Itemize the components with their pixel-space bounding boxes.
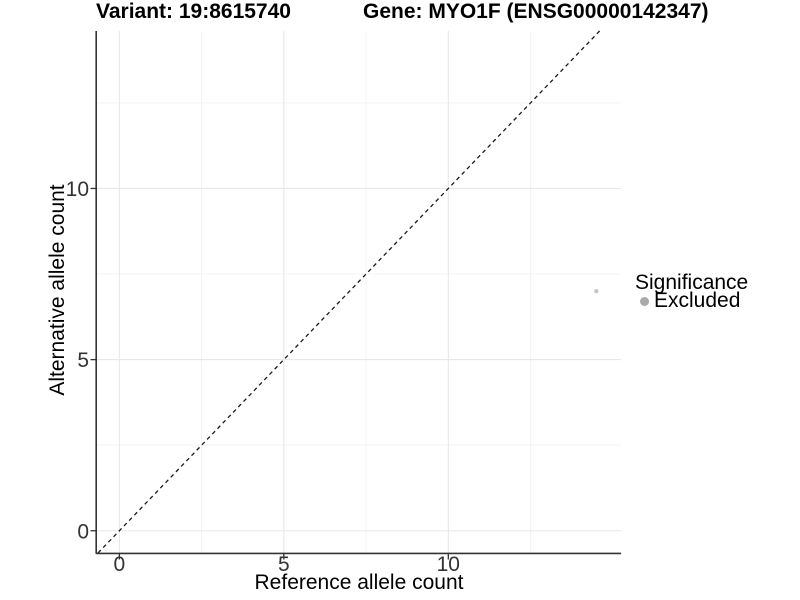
legend-item-label: Excluded (654, 289, 741, 312)
y-tick-label: 0 (77, 520, 89, 543)
variant-title: Variant: 19:8615740 (96, 0, 291, 23)
x-tick-label: 0 (114, 553, 126, 576)
y-tick-label: 10 (66, 178, 89, 201)
legend-key-dot-icon (640, 296, 649, 306)
x-tick-label: 10 (437, 553, 460, 576)
y-axis-title: Alternative allele count (46, 184, 69, 396)
identity-dashed-line (97, 30, 601, 554)
legend-item: Excluded (640, 288, 740, 314)
data-point (594, 288, 599, 294)
gene-title: Gene: MYO1F (ENSG00000142347) (363, 0, 709, 23)
y-tick-label: 5 (77, 349, 89, 372)
x-axis-title: Reference allele count (254, 571, 464, 594)
x-tick-label: 5 (278, 553, 290, 576)
legend-title: Significance (635, 271, 749, 294)
